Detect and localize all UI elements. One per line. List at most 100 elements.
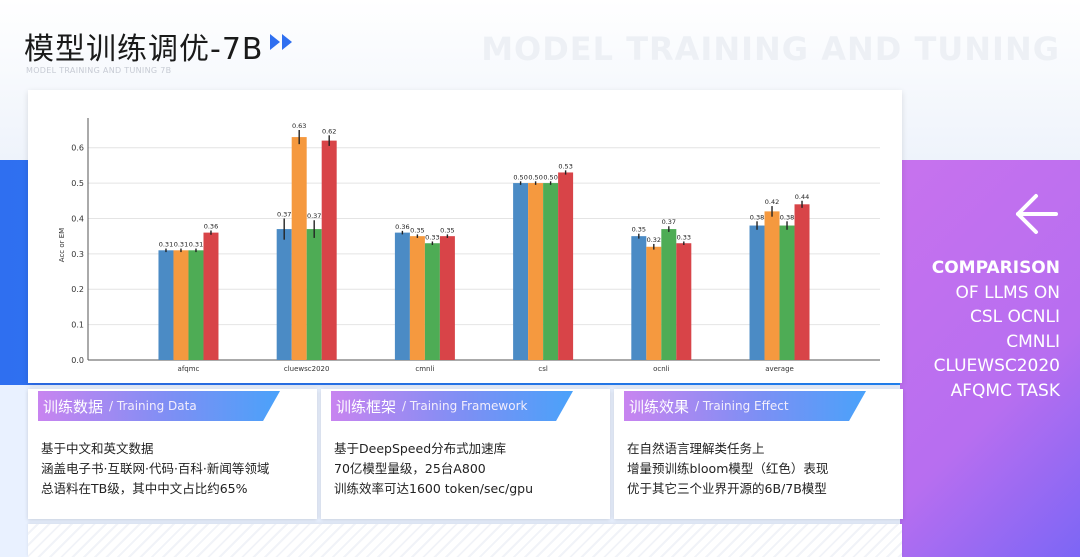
bar xyxy=(661,229,677,360)
card-title-en: / Training Effect xyxy=(695,399,789,413)
bar xyxy=(646,246,662,360)
card-title: 训练框架 xyxy=(336,397,397,416)
x-tick-label: csl xyxy=(538,365,547,373)
training-framework-card: 训练框架 / Training Framework 基于DeepSpeed分布式… xyxy=(321,389,610,519)
card-line: 70亿模型量级，25台A800 xyxy=(334,461,486,476)
data-label: 0.44 xyxy=(795,193,809,201)
bar xyxy=(513,183,529,360)
bar-chart: 0.0 0.1 0.2 0.3 0.4 0.5 0.6 Acc or EM 0.31 0.31 0.… xyxy=(58,118,880,373)
card-title-en: / Training Data xyxy=(109,399,197,413)
side-line: CLUEWSC2020 xyxy=(933,356,1060,376)
data-label: 0.62 xyxy=(322,127,336,135)
data-label: 0.35 xyxy=(440,226,454,234)
data-label: 0.35 xyxy=(632,226,646,234)
side-caption: COMPARISON OF LLMS ON CSL OCNLI CMNLI CL… xyxy=(900,256,1060,403)
y-tick-label: 0.3 xyxy=(71,250,84,259)
bottom-card xyxy=(28,524,902,557)
data-label: 0.63 xyxy=(292,122,306,130)
x-tick-label: cmnli xyxy=(415,365,434,373)
training-effect-card: 训练效果 / Training Effect 在自然语言理解类任务上 增量预训练… xyxy=(614,389,903,519)
x-tick-label: average xyxy=(765,365,794,373)
bar xyxy=(276,229,292,360)
card-title: 训练数据 xyxy=(43,397,104,416)
data-label: 0.31 xyxy=(189,241,203,249)
card-line: 训练效率可达1600 token/sec/gpu xyxy=(334,481,534,496)
card-line: 基于中文和英文数据 xyxy=(41,441,154,456)
bar xyxy=(394,232,410,360)
bar xyxy=(543,183,559,360)
card-header: 训练框架 / Training Framework xyxy=(331,391,573,421)
arrow-left-icon[interactable] xyxy=(1012,190,1060,238)
card-line: 基于DeepSpeed分布式加速库 xyxy=(334,441,507,456)
x-tick-label: cluewsc2020 xyxy=(284,365,330,373)
x-tick-label: afqmc xyxy=(178,365,200,373)
watermark-title: MODEL TRAINING AND TUNING xyxy=(481,30,1060,68)
page-subtitle: MODEL TRAINING AND TUNING 7B xyxy=(26,66,172,75)
data-label: 0.37 xyxy=(307,212,321,220)
side-line: AFQMC TASK xyxy=(950,380,1060,401)
data-label: 0.36 xyxy=(204,222,218,230)
x-tick-label: ocnli xyxy=(653,365,670,373)
data-label: 0.32 xyxy=(647,236,661,244)
card-body: 在自然语言理解类任务上 增量预训练bloom模型（红色）表现 优于其它三个业界开… xyxy=(627,439,828,499)
card-title-en: / Training Framework xyxy=(402,399,528,413)
bar xyxy=(306,229,322,360)
y-tick-label: 0.0 xyxy=(71,356,84,365)
card-line: 涵盖电子书·互联网·代码·百科·新闻等领域 xyxy=(41,461,270,476)
data-label: 0.33 xyxy=(677,233,691,241)
bar xyxy=(779,225,795,360)
side-line: OF LLMS ON xyxy=(955,282,1060,303)
page-title: 模型训练调优-7B xyxy=(24,32,264,67)
data-label: 0.50 xyxy=(528,173,542,181)
bar xyxy=(409,236,425,360)
bar xyxy=(321,140,337,360)
card-title: 训练效果 xyxy=(629,397,690,416)
bar xyxy=(631,236,647,360)
data-label: 0.38 xyxy=(750,213,764,221)
bar xyxy=(158,250,174,360)
card-body: 基于中文和英文数据 涵盖电子书·互联网·代码·百科·新闻等领域 总语料在TB级，… xyxy=(41,439,269,499)
data-label: 0.42 xyxy=(765,198,779,206)
side-line: CMNLI xyxy=(1006,331,1060,352)
data-label: 0.50 xyxy=(513,173,527,181)
data-label: 0.37 xyxy=(662,218,676,226)
card-line: 增量预训练bloom模型（红色）表现 xyxy=(627,461,829,476)
card-line: 优于其它三个业界开源的6B/7B模型 xyxy=(627,481,827,496)
bar xyxy=(439,236,455,360)
bar xyxy=(764,211,780,360)
card-body: 基于DeepSpeed分布式加速库 70亿模型量级，25台A800 训练效率可达… xyxy=(334,439,533,499)
y-tick-label: 0.2 xyxy=(71,285,84,294)
data-label: 0.37 xyxy=(277,210,291,218)
bar xyxy=(188,250,204,360)
card-line: 在自然语言理解类任务上 xyxy=(627,441,765,456)
double-chevron-icon xyxy=(270,34,292,50)
data-label: 0.35 xyxy=(410,226,424,234)
chart-card: 0.0 0.1 0.2 0.3 0.4 0.5 0.6 Acc or EM 0.31 0.31 0.… xyxy=(28,90,902,383)
bar xyxy=(291,137,307,360)
bar xyxy=(528,183,544,360)
side-line: CSL OCNLI xyxy=(970,307,1060,327)
bar xyxy=(794,204,810,360)
y-axis-label: Acc or EM xyxy=(58,228,66,262)
y-tick-label: 0.4 xyxy=(71,214,84,223)
data-label: 0.38 xyxy=(780,213,794,221)
training-data-card: 训练数据 / Training Data 基于中文和英文数据 涵盖电子书·互联网… xyxy=(28,389,317,519)
y-tick-label: 0.1 xyxy=(71,321,84,330)
data-label: 0.36 xyxy=(395,223,409,231)
card-header: 训练效果 / Training Effect xyxy=(624,391,866,421)
data-label: 0.33 xyxy=(425,233,439,241)
data-label: 0.53 xyxy=(558,162,572,170)
card-header: 训练数据 / Training Data xyxy=(38,391,280,421)
bar xyxy=(558,172,574,360)
bar xyxy=(424,243,440,360)
bar xyxy=(173,250,189,360)
bar xyxy=(203,232,219,360)
data-label: 0.31 xyxy=(159,241,173,249)
bar xyxy=(749,225,765,360)
data-label: 0.50 xyxy=(543,173,557,181)
card-line: 总语料在TB级，其中中文占比约65% xyxy=(41,481,248,496)
y-tick-label: 0.6 xyxy=(71,144,84,153)
side-panel xyxy=(900,160,1080,557)
bar xyxy=(676,243,692,360)
y-tick-label: 0.5 xyxy=(71,179,84,188)
